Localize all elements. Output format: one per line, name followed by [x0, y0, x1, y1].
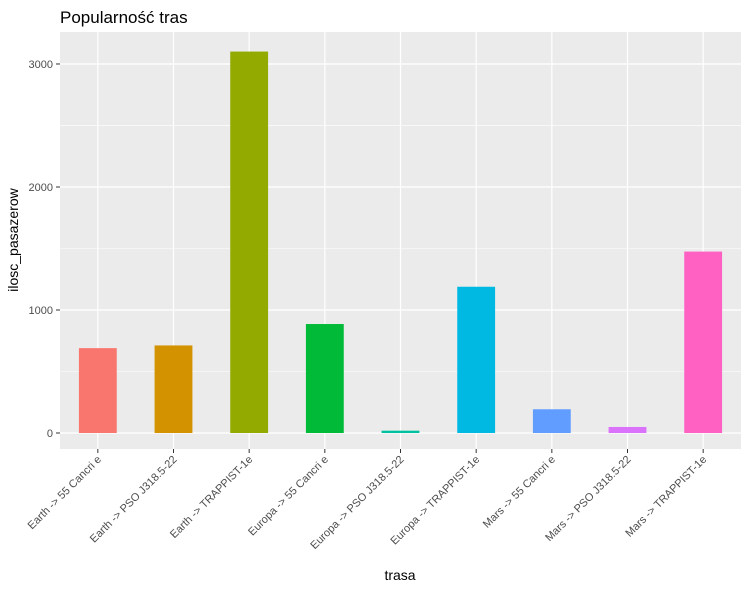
bar [154, 345, 193, 434]
x-tick-label: Earth -> 55 Cancri e [26, 454, 104, 532]
bar [381, 430, 420, 434]
x-tick-label: Earth -> TRAPPIST-1e [168, 454, 255, 541]
bar [457, 286, 496, 434]
y-tick-label: 0 [47, 428, 53, 440]
chart-title: Popularność tras [60, 8, 188, 27]
x-tick-label: Mars -> PSO J318.5-22 [543, 454, 633, 544]
y-tick-label: 2000 [29, 182, 53, 194]
bar [608, 426, 647, 434]
x-tick-label: Mars -> 55 Cancri e [481, 454, 558, 531]
x-tick-label: Mars -> TRAPPIST-1e [623, 454, 709, 540]
y-tick-label: 3000 [29, 59, 53, 71]
x-axis-title: trasa [384, 567, 415, 583]
bar [532, 409, 571, 434]
y-tick-label: 1000 [29, 305, 53, 317]
bar [78, 348, 117, 434]
bar [305, 324, 344, 434]
bar [230, 51, 269, 434]
x-tick-label: Earth -> PSO J318.5-22 [88, 454, 180, 546]
y-axis-title: ilosc_pasazerow [5, 187, 21, 291]
x-tick-label: Europa -> 55 Cancri e [246, 454, 331, 539]
x-tick-label: Europa -> TRAPPIST-1e [389, 454, 483, 548]
bar [684, 251, 723, 434]
bars [78, 51, 723, 434]
y-axis: 0 1000 2000 3000 [29, 59, 60, 440]
